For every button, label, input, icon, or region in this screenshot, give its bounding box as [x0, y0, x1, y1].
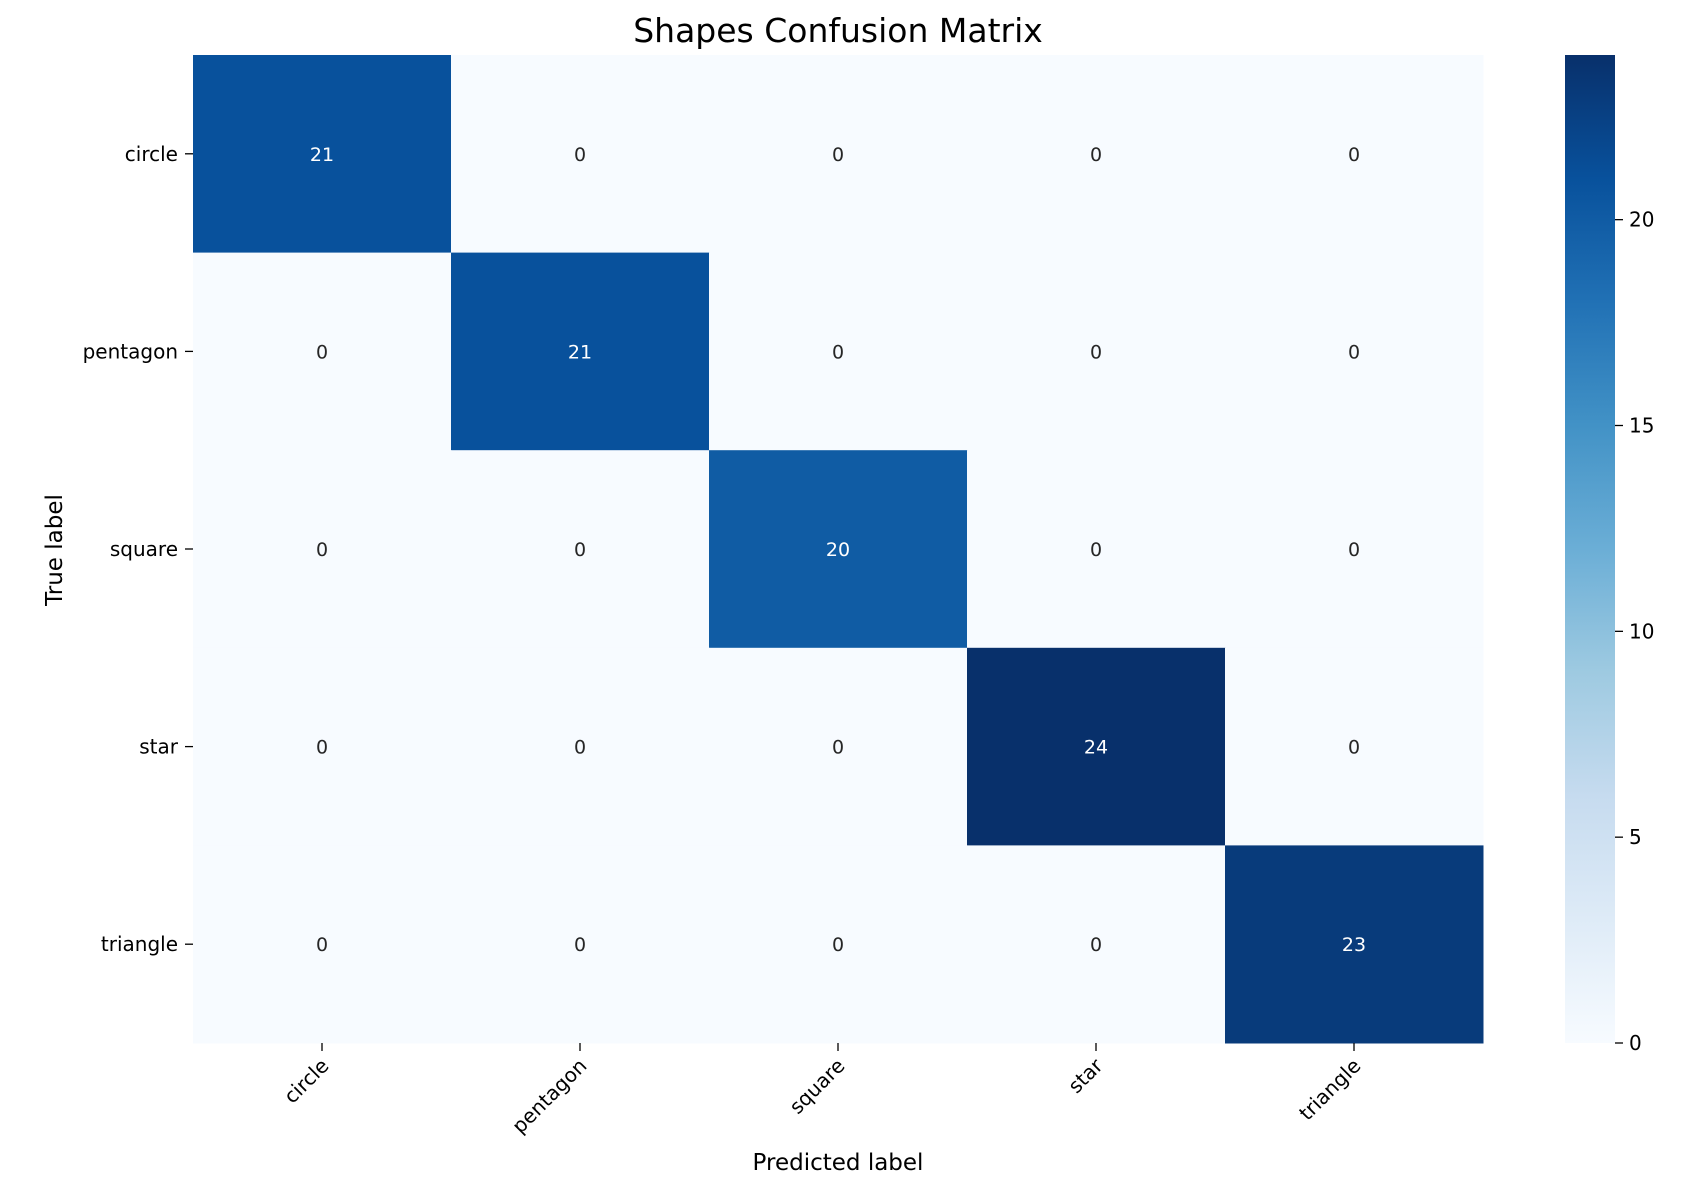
cell-value-label: 0	[832, 144, 844, 166]
heatmap-cell-triangle-star	[967, 845, 1226, 1044]
heatmap-cell-circle-triangle	[1225, 55, 1484, 254]
heatmap-cell-square-triangle	[1225, 450, 1484, 649]
heatmap-cell-circle-pentagon	[451, 55, 710, 254]
cell-value-label: 20	[826, 539, 850, 561]
heatmap-cell-star-circle	[193, 647, 452, 846]
y-axis-label: True label	[42, 494, 68, 607]
y-tick-label: square	[110, 537, 178, 561]
cell-value-label: 0	[1090, 144, 1102, 166]
cell-value-label: 21	[568, 341, 592, 363]
heatmap-cell-square-square	[709, 450, 968, 649]
y-tick-label: star	[139, 735, 179, 759]
heatmap-cell-pentagon-pentagon	[451, 252, 710, 451]
heatmap-cell-labels: 21 0 0 0 0 0 21 0 0 0 0 0 20 0 0 0 0 0 24 0 0 0 0 0 23	[310, 144, 1366, 956]
x-tick-label: circle	[279, 1054, 334, 1109]
cell-value-label: 0	[1348, 737, 1360, 759]
colorbar-ticks: 0 5 10 15 20	[1615, 208, 1654, 1055]
colorbar-tick-label: 15	[1629, 414, 1654, 438]
heatmap-cell-square-circle	[193, 450, 452, 649]
y-tick-label: circle	[125, 142, 178, 166]
heatmap-cell-circle-square	[709, 55, 968, 254]
heatmap-cell-pentagon-square	[709, 252, 968, 451]
chart-title: Shapes Confusion Matrix	[633, 11, 1043, 50]
heatmap-cell-circle-star	[967, 55, 1226, 254]
heatmap-cell-square-star	[967, 450, 1226, 649]
cell-value-label: 0	[1090, 341, 1102, 363]
heatmap-cell-triangle-square	[709, 845, 968, 1044]
x-axis-label: Predicted label	[753, 1150, 924, 1176]
heatmap-cell-triangle-pentagon	[451, 845, 710, 1044]
heatmap-cell-circle-circle	[193, 55, 452, 254]
heatmap-cell-star-square	[709, 647, 968, 846]
y-axis-ticks: circle pentagon square star triangle	[83, 142, 193, 956]
cell-value-label: 0	[832, 737, 844, 759]
y-tick-label: pentagon	[83, 339, 178, 363]
x-tick-label: pentagon	[507, 1054, 591, 1138]
cell-value-label: 24	[1084, 737, 1108, 759]
x-axis-ticks: circle pentagon square star triangle	[279, 1043, 1366, 1138]
heatmap-cell-pentagon-circle	[193, 252, 452, 451]
y-tick-label: triangle	[101, 932, 178, 956]
cell-value-label: 23	[1342, 934, 1366, 956]
cell-value-label: 0	[574, 144, 586, 166]
x-tick-label: triangle	[1294, 1054, 1365, 1125]
cell-value-label: 0	[574, 934, 586, 956]
heatmap-cell-triangle-circle	[193, 845, 452, 1044]
heatmap-cell-star-star	[967, 647, 1226, 846]
cell-value-label: 0	[574, 539, 586, 561]
cell-value-label: 0	[316, 539, 328, 561]
heatmap-cell-triangle-triangle	[1225, 845, 1484, 1044]
cell-value-label: 0	[1348, 341, 1360, 363]
cell-value-label: 0	[1090, 934, 1102, 956]
cell-value-label: 0	[1348, 539, 1360, 561]
x-tick-label: square	[784, 1054, 849, 1119]
cell-value-label: 0	[832, 934, 844, 956]
x-tick-label: star	[1063, 1053, 1108, 1098]
colorbar-tick-label: 0	[1629, 1031, 1642, 1055]
heatmap-cell-pentagon-triangle	[1225, 252, 1484, 451]
cell-value-label: 0	[574, 737, 586, 759]
cell-value-label: 0	[1090, 539, 1102, 561]
colorbar-tick-label: 5	[1629, 825, 1642, 849]
heatmap-cells	[193, 55, 1484, 1044]
colorbar-tick-label: 10	[1629, 619, 1654, 643]
heatmap-cell-square-pentagon	[451, 450, 710, 649]
colorbar	[1565, 55, 1615, 1043]
cell-value-label: 0	[316, 341, 328, 363]
cell-value-label: 21	[310, 144, 334, 166]
heatmap-cell-star-pentagon	[451, 647, 710, 846]
cell-value-label: 0	[316, 737, 328, 759]
heatmap-cell-pentagon-star	[967, 252, 1226, 451]
cell-value-label: 0	[316, 934, 328, 956]
heatmap-cell-star-triangle	[1225, 647, 1484, 846]
cell-value-label: 0	[1348, 144, 1360, 166]
colorbar-tick-label: 20	[1629, 208, 1654, 232]
cell-value-label: 0	[832, 341, 844, 363]
